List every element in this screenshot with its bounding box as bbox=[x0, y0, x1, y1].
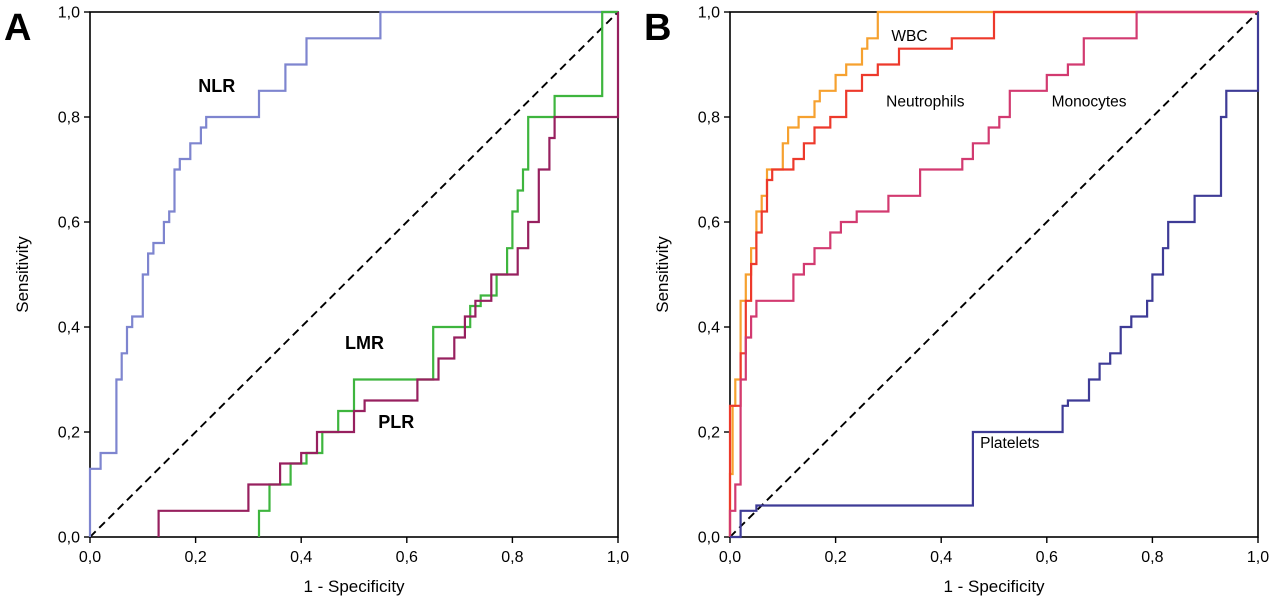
y-tick-label: 0,2 bbox=[58, 425, 80, 442]
x-axis-label: 1 - Specificity bbox=[303, 577, 405, 596]
curve-label-neutrophils: Neutrophils bbox=[886, 94, 965, 111]
curve-label-wbc: WBC bbox=[891, 28, 927, 45]
curve-label-monocytes: Monocytes bbox=[1052, 94, 1127, 111]
panel-a-roc-chart: 0,0 0,2 0,4 0,6 0,8 1,0 0,0 0,2 0,4 0,6 0,8 1,0 1 - … bbox=[4, 5, 629, 596]
x-axis-label: 1 - Specificity bbox=[943, 577, 1045, 596]
curve-label-platelets: Platelets bbox=[980, 435, 1040, 452]
roc-curve-neutrophils bbox=[728, 10, 1258, 537]
panel-b-roc-chart: 0,0 0,2 0,4 0,6 0,8 1,0 0,0 0,2 0,4 0,6 0,8 1,0 1 - … bbox=[644, 5, 1269, 596]
reference-diagonal-line bbox=[89, 11, 619, 538]
roc-curve-platelets bbox=[730, 12, 1260, 539]
x-tick-label: 0,0 bbox=[79, 549, 101, 566]
y-axis-label: Sensitivity bbox=[13, 236, 32, 313]
y-tick-label: 0,8 bbox=[58, 110, 80, 127]
x-tick-label: 0,2 bbox=[184, 549, 206, 566]
roc-curve-plr bbox=[157, 12, 620, 537]
roc-curve-nlr bbox=[88, 10, 618, 537]
panel-letter-a: A bbox=[4, 7, 31, 49]
curve-label-nlr: NLR bbox=[198, 76, 235, 96]
x-tick-label: 0,4 bbox=[930, 549, 952, 566]
y-tick-label: 1,0 bbox=[58, 5, 80, 22]
x-tick-label: 0,6 bbox=[1036, 549, 1058, 566]
y-tick-label: 0,6 bbox=[58, 215, 80, 232]
y-tick-label: 1,0 bbox=[698, 5, 720, 22]
y-tick-label: 0,0 bbox=[698, 530, 720, 547]
x-tick-label: 0,4 bbox=[290, 549, 312, 566]
y-tick-label: 0,2 bbox=[698, 425, 720, 442]
x-tick-label: 0,2 bbox=[824, 549, 846, 566]
curve-label-plr: PLR bbox=[378, 412, 414, 432]
panel-letter-b: B bbox=[644, 7, 671, 49]
curve-label-lmr: LMR bbox=[345, 333, 384, 353]
y-tick-label: 0,4 bbox=[58, 320, 80, 337]
y-tick-label: 0,6 bbox=[698, 215, 720, 232]
x-tick-label: 1,0 bbox=[607, 549, 629, 566]
x-tick-label: 0,8 bbox=[1141, 549, 1163, 566]
y-axis-label: Sensitivity bbox=[653, 236, 672, 313]
roc-curve-monocytes bbox=[728, 10, 1258, 537]
y-tick-label: 0,8 bbox=[698, 110, 720, 127]
x-tick-label: 0,8 bbox=[501, 549, 523, 566]
reference-diagonal-line bbox=[729, 11, 1259, 538]
x-tick-label: 0,0 bbox=[719, 549, 741, 566]
x-tick-label: 0,6 bbox=[396, 549, 418, 566]
y-tick-label: 0,4 bbox=[698, 320, 720, 337]
x-tick-label: 1,0 bbox=[1247, 549, 1269, 566]
roc-curve-lmr bbox=[257, 10, 618, 537]
y-tick-label: 0,0 bbox=[58, 530, 80, 547]
plot-border bbox=[89, 11, 619, 538]
